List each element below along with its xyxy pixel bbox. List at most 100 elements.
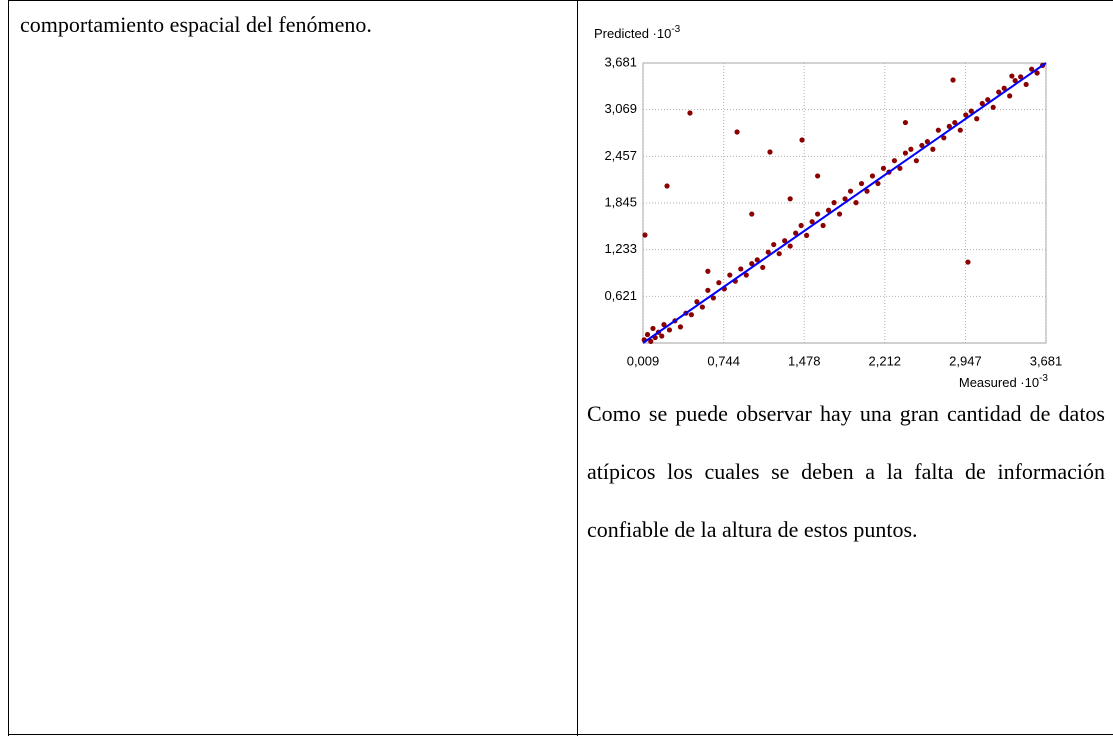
point — [743, 272, 749, 278]
point — [787, 196, 793, 202]
point — [902, 119, 909, 126]
point — [869, 173, 876, 179]
point — [776, 251, 782, 257]
x-tick-label: 2,947 — [949, 353, 982, 368]
point — [664, 183, 670, 189]
point — [996, 89, 1002, 95]
point — [699, 304, 705, 310]
point — [979, 100, 985, 107]
point — [716, 280, 722, 286]
point — [853, 200, 859, 206]
exponent: -3 — [671, 24, 680, 35]
point — [1029, 66, 1035, 72]
point — [782, 238, 788, 244]
point — [963, 112, 969, 118]
point — [974, 116, 980, 122]
label: Predicted ·10 — [594, 26, 671, 41]
point — [842, 196, 848, 202]
point — [941, 135, 947, 141]
point — [847, 188, 854, 194]
point — [787, 243, 793, 249]
label: Measured ·10 — [959, 375, 1039, 390]
point — [897, 165, 903, 171]
point — [705, 268, 711, 274]
point — [965, 259, 971, 265]
point — [858, 180, 865, 187]
point — [677, 324, 684, 330]
cell-text: Como se puede observar hay una gran cant… — [587, 401, 1105, 542]
point — [902, 150, 909, 156]
point — [957, 127, 963, 133]
point — [1007, 93, 1013, 99]
point — [727, 272, 733, 278]
point — [765, 249, 771, 255]
x-tick-label: 2,212 — [869, 353, 902, 368]
exponent: -3 — [1039, 373, 1048, 384]
y-tick-label: 1,233 — [604, 241, 637, 256]
point — [930, 146, 936, 152]
point — [1023, 81, 1029, 88]
table-border — [8, 0, 1113, 1]
point — [650, 325, 656, 332]
point — [749, 211, 755, 217]
fit-line — [642, 62, 1047, 344]
table-border — [8, 734, 1113, 735]
y-tick-label: 2,457 — [604, 148, 637, 163]
point — [1001, 85, 1007, 91]
point — [908, 146, 914, 152]
point — [767, 149, 773, 155]
point — [644, 331, 651, 338]
y-tick-label: 0,621 — [604, 288, 637, 303]
point — [820, 222, 826, 229]
point — [924, 139, 930, 145]
y-tick-label: 3,069 — [604, 101, 637, 116]
point — [648, 338, 654, 344]
point — [913, 158, 919, 164]
point — [771, 241, 777, 248]
y-axis-label: Predicted ·10-3 — [594, 24, 681, 42]
y-tick-label: 3,681 — [604, 54, 637, 69]
cell-text: comportamiento espacial del fenómeno. — [20, 12, 372, 37]
x-tick-label: 0,744 — [707, 353, 740, 368]
point — [1012, 78, 1018, 84]
x-tick-label: 3,681 — [1030, 353, 1063, 368]
point — [875, 180, 881, 187]
point — [815, 173, 821, 179]
point — [968, 108, 974, 114]
point — [990, 104, 996, 110]
table-border — [8, 0, 9, 736]
point — [659, 333, 665, 339]
table-border — [577, 0, 578, 736]
point — [1018, 74, 1024, 80]
x-tick-label: 0,009 — [627, 353, 660, 368]
point — [666, 327, 673, 333]
point — [1009, 73, 1015, 79]
point — [831, 200, 837, 206]
point — [946, 123, 952, 129]
point — [815, 211, 821, 217]
point — [688, 312, 694, 318]
point — [825, 207, 832, 213]
point — [705, 287, 711, 293]
point — [793, 230, 799, 236]
point — [799, 137, 805, 143]
x-axis-label: Measured ·10-3 — [959, 373, 1049, 391]
point — [919, 142, 925, 149]
point — [891, 158, 898, 164]
point — [710, 295, 716, 301]
point — [864, 188, 870, 194]
point — [749, 261, 755, 267]
point — [950, 77, 956, 83]
y-tick-label: 1,845 — [604, 194, 637, 209]
point — [836, 211, 843, 217]
point — [804, 232, 810, 239]
point — [1034, 70, 1040, 76]
point — [661, 322, 667, 328]
point — [738, 266, 744, 272]
point — [687, 110, 693, 116]
point — [935, 127, 941, 133]
point — [694, 299, 700, 305]
point — [985, 97, 991, 103]
point — [809, 219, 815, 225]
